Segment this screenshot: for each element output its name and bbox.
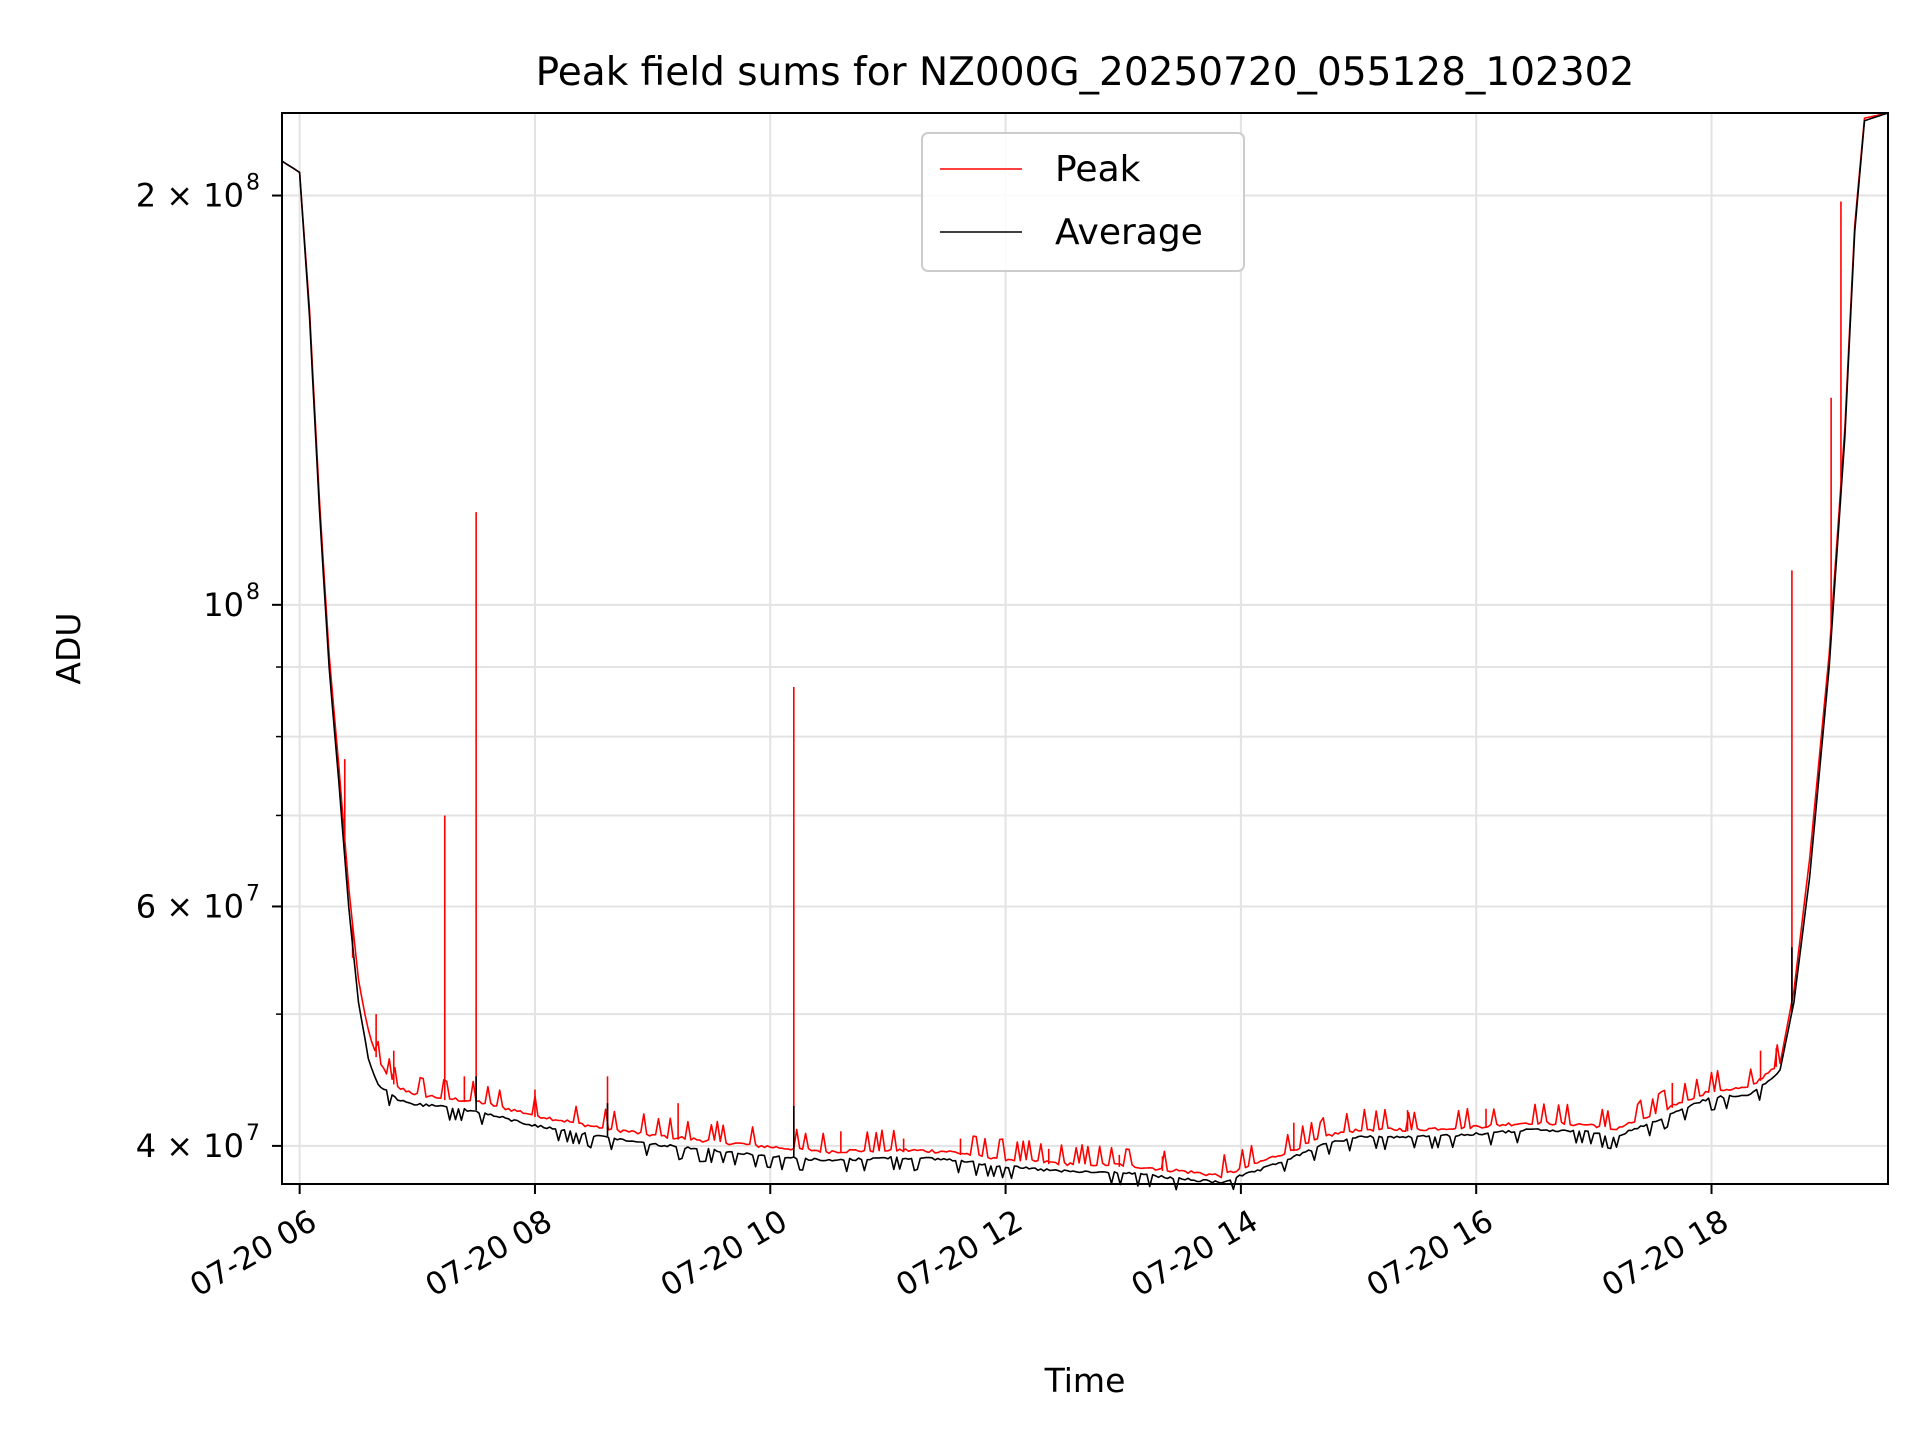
x-axis-label: Time: [1044, 1361, 1126, 1400]
y-tick-base: 4 × 10: [136, 1127, 244, 1165]
y-tick-base: 10: [203, 586, 244, 624]
legend-box: [921, 132, 1245, 272]
legend-label-peak: Peak: [1055, 149, 1141, 190]
legend-label-average: Average: [1055, 212, 1203, 253]
series-layer: [281, 112, 1889, 1191]
plot-frame: [281, 112, 1889, 1185]
y-tick-label: 10 8: [203, 580, 260, 624]
y-tick-base: 6 × 10: [136, 887, 244, 925]
series-line-average: [281, 112, 1889, 1191]
y-tick-exponent: 8: [246, 171, 260, 196]
chart-title: Peak field sums for NZ000G_20250720_0551…: [536, 50, 1635, 95]
y-tick-base: 2 × 10: [136, 177, 244, 215]
series-line-peak: [281, 112, 1889, 1179]
y-tick-exponent: 8: [246, 580, 260, 605]
y-tick-exponent: 7: [246, 1121, 260, 1146]
y-tick-label: 4 × 10 7: [136, 1121, 260, 1165]
legend: Peak Average: [921, 132, 1245, 272]
y-tick-exponent: 7: [246, 881, 260, 906]
y-tick-label: 2 × 10 8: [136, 171, 260, 215]
y-axis-label: ADU: [49, 612, 88, 684]
y-tick-label: 6 × 10 7: [136, 881, 260, 925]
